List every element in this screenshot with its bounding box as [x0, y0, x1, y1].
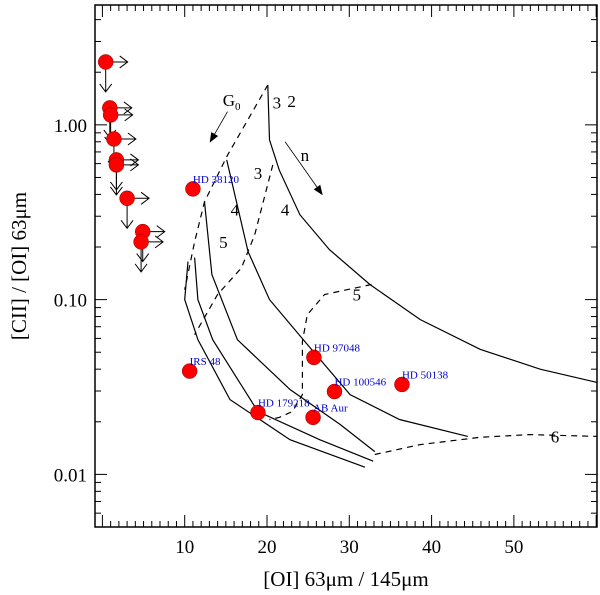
- data-marks: HD 38120 IRS 48 HD 179218 AB Aur HD 97048 HD …: [97, 54, 449, 426]
- g0-subscript: 0: [235, 101, 241, 113]
- x-axis-label: [OI] 63μm / 145μm: [263, 567, 428, 591]
- data-point: [305, 409, 321, 426]
- limit-point: [119, 190, 135, 207]
- x-tick-label: 40: [422, 537, 441, 558]
- limit-point: [97, 54, 114, 70]
- y-tick-label: 0.01: [54, 465, 87, 486]
- limit-point: [108, 157, 125, 173]
- data-point: [306, 349, 322, 366]
- axes: 10 20 30 40 500.010.101.00: [54, 5, 597, 558]
- data-point: [326, 383, 343, 400]
- point-label: HD 50138: [402, 369, 449, 381]
- point-label: HD 179218: [258, 398, 310, 410]
- curve-label: 5: [352, 285, 361, 304]
- curve-label: 5: [219, 233, 228, 252]
- x-tick-label: 30: [340, 537, 359, 558]
- curve-label: 2: [287, 92, 296, 111]
- density-curve: [184, 261, 366, 468]
- y-tick-label: 1.00: [54, 116, 87, 137]
- curve-label: 4: [281, 201, 290, 220]
- limit-point: [106, 131, 122, 147]
- g0-curve: [194, 164, 274, 335]
- g0-curve: [374, 433, 598, 456]
- data-point: [250, 404, 266, 421]
- x-tick-label: 50: [504, 537, 523, 558]
- point-label: HD 38120: [193, 174, 240, 186]
- limit-point: [133, 234, 149, 250]
- y-tick-label: 0.10: [54, 291, 87, 312]
- point-label: AB Aur: [313, 402, 348, 414]
- curve-label: 3: [254, 164, 263, 183]
- curve-label: 6: [551, 427, 560, 446]
- point-label: HD 100546: [334, 377, 386, 389]
- x-tick-label: 20: [257, 537, 276, 558]
- curve-label: 4: [231, 201, 240, 220]
- limit-point: [102, 107, 119, 123]
- data-point: [181, 363, 198, 379]
- density-curve: [267, 84, 598, 383]
- point-label: HD 97048: [314, 342, 361, 354]
- density-curve: [203, 201, 376, 453]
- data-point: [185, 181, 201, 197]
- plot-frame: [94, 4, 598, 528]
- curve-label: 3: [273, 94, 282, 113]
- data-point: [394, 376, 410, 393]
- g0-curve: [184, 84, 269, 290]
- y-axis-label: [CII] / [OI] 63μm: [7, 192, 31, 340]
- curve-label: n: [301, 146, 310, 165]
- point-label: IRS 48: [190, 356, 221, 368]
- x-tick-label: 10: [175, 537, 194, 558]
- density-curve: [194, 257, 374, 462]
- g0-arrow: [209, 111, 228, 143]
- g0-label: G0: [223, 91, 241, 113]
- n-arrow: [284, 141, 323, 196]
